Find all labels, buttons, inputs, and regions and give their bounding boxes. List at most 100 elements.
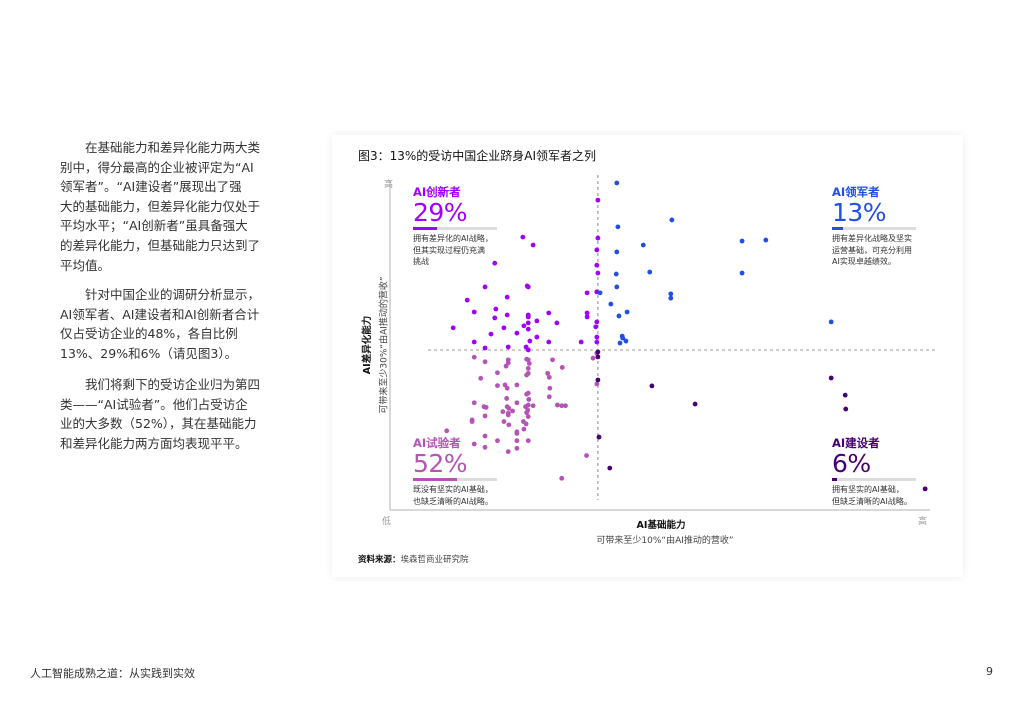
data-point — [584, 314, 590, 320]
data-point — [559, 365, 565, 370]
data-point — [524, 391, 530, 397]
data-point — [640, 242, 646, 248]
data-point — [525, 414, 531, 420]
data-point — [493, 306, 499, 312]
data-point — [594, 319, 600, 325]
text-line: 平均值。 — [60, 257, 111, 273]
text-line: 和差异化能力两方面均表现平平。 — [60, 435, 248, 451]
data-point — [503, 363, 509, 369]
text-line: 13%、29%和6%（请见图3）。 — [60, 345, 238, 361]
data-point — [739, 238, 745, 244]
data-point — [478, 375, 484, 381]
data-point — [495, 383, 500, 388]
chart-title: 图3：13%的受访中国企业跻身AI领军者之列 — [358, 149, 597, 163]
quadrant-percent: 29% — [413, 198, 468, 227]
data-point — [524, 410, 530, 416]
data-point — [647, 269, 653, 275]
data-point — [471, 400, 477, 406]
data-point — [500, 409, 506, 415]
quadrant-share-fill — [832, 227, 843, 230]
data-point — [614, 249, 620, 255]
quadrant-share-fill — [832, 478, 838, 481]
data-point — [534, 334, 540, 340]
x-axis-sublabel: 可带来至少10%“由AI推动的营收” — [596, 536, 734, 546]
quadrant-description: 拥有坚实的AI基础， 但缺乏清晰的AI战略。 — [832, 484, 916, 507]
data-point — [520, 234, 526, 240]
quadrant-share-bar — [413, 227, 497, 230]
data-point — [546, 310, 552, 316]
footer-title: 人工智能成熟之道：从实践到实效 — [30, 667, 195, 680]
desc-line: 但缺乏清晰的AI战略。 — [832, 496, 912, 506]
data-point — [525, 402, 531, 408]
quadrant-title: AI创新者 — [413, 185, 461, 199]
data-point — [595, 197, 601, 203]
body-paragraph-2: 针对中国企业的调研分析显示， AI领军者、AI建设者和AI创新者合计 仅占受访企… — [60, 285, 265, 363]
data-point — [547, 385, 553, 391]
data-point — [482, 413, 488, 419]
text-line: 别中，得分最高的企业被评定为“AI — [60, 159, 254, 175]
data-point — [526, 397, 532, 402]
data-point — [482, 433, 488, 439]
data-point — [482, 284, 488, 290]
body-paragraph-3: 我们将剩下的受访企业归为第四 类——“AI试验者”。他们占受访企 业的大多数（5… — [60, 375, 265, 453]
data-point — [546, 374, 552, 380]
data-point — [614, 180, 620, 186]
data-point — [514, 400, 520, 406]
data-point — [669, 217, 675, 223]
data-point — [488, 331, 494, 337]
text-line: 类——“AI试验者”。他们占受访企 — [60, 396, 248, 412]
data-point — [525, 314, 531, 320]
data-point — [614, 284, 620, 290]
quadrant-share-fill — [413, 227, 438, 230]
data-point — [521, 426, 527, 432]
desc-line: AI实现卓越绩效。 — [832, 257, 896, 266]
data-point — [596, 434, 602, 440]
data-point — [514, 431, 520, 436]
data-point — [595, 354, 601, 360]
body-paragraph-1: 在基础能力和差异化能力两大类 别中，得分最高的企业被评定为“AI 领军者”。“A… — [60, 138, 265, 275]
data-point — [530, 403, 536, 409]
data-point — [617, 340, 623, 346]
data-point — [649, 383, 655, 389]
data-point — [527, 338, 533, 344]
quadrant-title: AI建设者 — [832, 436, 880, 450]
data-point — [594, 334, 600, 340]
data-point — [501, 325, 507, 331]
data-point — [594, 247, 600, 253]
x-axis-label: AI基础能力 — [636, 520, 686, 531]
data-point — [624, 309, 630, 315]
data-point — [506, 422, 512, 428]
data-point — [534, 318, 540, 324]
desc-line: 拥有差异化战略及坚实 — [832, 234, 912, 243]
data-point — [505, 449, 511, 454]
quadrant-description: 拥有差异化战略及坚实 运营基础，可充分利用 AI实现卓越绩效。 — [832, 233, 916, 268]
data-point — [595, 377, 601, 383]
data-point — [504, 294, 510, 300]
quadrant-title: AI试验者 — [413, 436, 461, 450]
data-point — [471, 339, 477, 345]
data-point — [550, 357, 555, 363]
data-point — [763, 237, 769, 243]
data-point — [525, 326, 531, 332]
text-line: 平均水平；“AI创新者”虽具备强大 — [60, 218, 248, 234]
data-point — [594, 339, 600, 345]
desc-line: 拥有坚实的AI基础， — [832, 485, 904, 494]
data-point — [492, 315, 498, 321]
data-point — [505, 344, 511, 350]
data-point — [615, 224, 621, 230]
data-point — [584, 310, 590, 316]
quadrant-share-fill — [413, 478, 457, 481]
quadrant-experimenters: AI试验者 52% 既没有坚实的AI基础， 也缺乏清晰的AI战略。 — [413, 435, 497, 507]
data-point — [545, 370, 551, 376]
data-point — [607, 465, 613, 471]
data-point — [578, 339, 584, 345]
quadrant-description: 既没有坚实的AI基础， 也缺乏清晰的AI战略。 — [413, 484, 497, 507]
data-point — [514, 382, 520, 388]
desc-line: 但其实现过程仍充满 — [413, 245, 485, 255]
quadrant-percent: 52% — [413, 449, 468, 478]
data-point — [471, 441, 477, 447]
quadrant-leaders: AI领军者 13% 拥有差异化战略及坚实 运营基础，可充分利用 AI实现卓越绩效… — [832, 184, 916, 268]
data-point — [482, 345, 488, 351]
data-point — [668, 291, 674, 297]
data-point — [521, 323, 527, 329]
